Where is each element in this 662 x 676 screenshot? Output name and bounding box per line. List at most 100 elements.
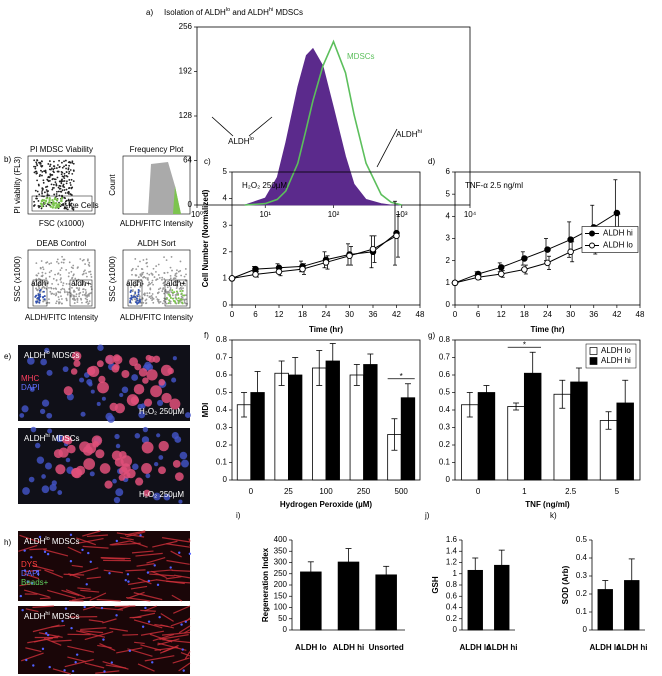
nucleus xyxy=(19,594,23,598)
gate xyxy=(32,279,48,307)
fiber xyxy=(67,546,82,554)
cell xyxy=(80,411,86,417)
myotube xyxy=(141,462,152,474)
flow-event xyxy=(152,301,155,304)
flow-event xyxy=(64,202,67,205)
y-tick-label: 0.8 xyxy=(216,335,228,344)
nucleus xyxy=(169,566,172,569)
flow-event xyxy=(176,280,179,283)
x-tick-label: 42 xyxy=(612,310,621,319)
point xyxy=(498,264,505,271)
flow-event xyxy=(184,298,187,301)
flow-event xyxy=(87,302,90,305)
stain-label: Beads+ xyxy=(21,578,49,587)
nucleus xyxy=(69,560,73,563)
flow-event xyxy=(65,282,68,285)
error-bar xyxy=(353,364,360,386)
myotube xyxy=(142,377,149,384)
image-title: ALDHhi MDSCs xyxy=(24,433,79,443)
chart-title: H₂O₂ 250µM xyxy=(242,181,287,190)
flow-event xyxy=(70,294,73,296)
flow-event xyxy=(38,206,40,209)
x-tick-label: 6 xyxy=(253,310,258,319)
nucleus xyxy=(128,649,132,653)
myotube xyxy=(109,402,118,412)
x-tick-label: 2.5 xyxy=(565,487,577,496)
cell xyxy=(44,462,52,470)
flow-event xyxy=(137,276,140,279)
x-tick-label: 18 xyxy=(298,310,307,319)
flow-event xyxy=(41,286,44,289)
myotube xyxy=(121,369,130,379)
x-tick-label: 24 xyxy=(322,310,331,319)
flow-ylabel: SSC (x1000) xyxy=(108,256,117,302)
flow-event xyxy=(180,282,182,285)
legend-label: ALDH hi xyxy=(601,356,631,365)
flow-event xyxy=(67,187,70,190)
y-tick-label: 2 xyxy=(446,256,451,265)
flow-event xyxy=(173,277,176,280)
flow-event xyxy=(43,295,46,298)
x-axis-label: Hydrogen Peroxide (µM) xyxy=(280,500,373,509)
y-tick-label: 5 xyxy=(223,167,228,176)
flow-event xyxy=(71,277,73,280)
flow-event xyxy=(56,260,58,263)
x-tick-label: 0 xyxy=(453,310,458,319)
x-tick-label: 500 xyxy=(395,487,409,496)
myotube xyxy=(158,440,169,452)
point xyxy=(474,274,482,281)
flow-event xyxy=(163,272,166,274)
fiber xyxy=(135,552,163,557)
flow-event xyxy=(41,165,44,167)
x-tick-label: 250 xyxy=(357,487,371,496)
flow-event xyxy=(52,177,54,180)
cell xyxy=(36,456,45,464)
flow-event xyxy=(60,180,63,183)
flow-event xyxy=(46,190,49,193)
flow-event xyxy=(60,281,63,284)
flow-event xyxy=(71,160,74,163)
y-axis-label: Regeneration Index xyxy=(261,547,270,622)
flow-event xyxy=(161,276,164,279)
fiber xyxy=(157,642,187,651)
flow-event xyxy=(73,295,76,298)
panel-label: e) xyxy=(4,352,11,361)
y-tick-label: 0.2 xyxy=(216,440,228,449)
flow-event xyxy=(78,292,81,295)
flow-event xyxy=(72,169,75,172)
flow-event xyxy=(69,292,72,295)
flow-event xyxy=(136,283,139,286)
cell xyxy=(19,413,25,418)
flow-event xyxy=(45,205,48,207)
flow-event xyxy=(57,290,60,293)
y-tick-label: 0.6 xyxy=(446,591,458,600)
x-tick-label: 0 xyxy=(476,487,481,496)
flow-event xyxy=(146,265,149,268)
flow-event xyxy=(141,273,144,276)
myotube xyxy=(121,463,131,473)
myotube xyxy=(83,445,93,456)
y-tick-label: 4 xyxy=(223,194,228,203)
myotube xyxy=(161,392,172,404)
flow-event xyxy=(55,302,57,305)
flow-event xyxy=(40,205,44,208)
flow-event xyxy=(50,167,53,170)
y-tick-label: 1 xyxy=(446,278,451,287)
nucleus xyxy=(71,669,75,673)
flow-event xyxy=(43,298,46,301)
fiber xyxy=(160,612,174,622)
fiber xyxy=(77,537,104,544)
flow-event xyxy=(169,300,172,303)
flow-event xyxy=(67,275,70,278)
flow-event xyxy=(169,296,172,299)
flow-event xyxy=(72,206,75,209)
flow-event xyxy=(70,187,73,190)
flow-event xyxy=(159,287,162,290)
flow-event xyxy=(59,190,62,193)
fiber xyxy=(23,589,50,598)
flow-event xyxy=(38,299,41,302)
flow-event xyxy=(132,289,134,291)
flow-event xyxy=(172,299,175,302)
flow-event xyxy=(58,298,60,301)
flow-event xyxy=(76,301,79,304)
